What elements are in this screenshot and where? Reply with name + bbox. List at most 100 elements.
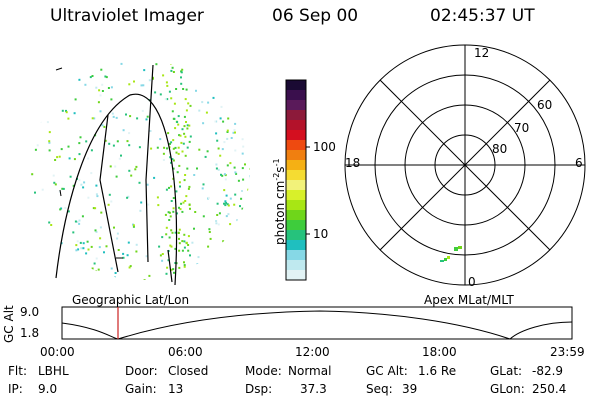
terminator-curve — [55, 93, 178, 286]
image-pixel — [225, 93, 228, 96]
image-pixel — [64, 207, 67, 209]
image-pixel — [220, 105, 223, 108]
image-pixel — [133, 80, 135, 83]
image-pixel — [241, 207, 244, 210]
image-pixel — [38, 232, 40, 235]
image-pixel — [232, 249, 235, 252]
image-pixel — [135, 250, 138, 253]
image-pixel — [233, 129, 236, 131]
gcalt-label: GC Alt: — [366, 364, 408, 378]
image-pixel — [242, 178, 245, 181]
image-pixel — [120, 154, 122, 157]
image-pixel — [208, 228, 211, 231]
image-pixel — [162, 159, 165, 161]
image-pixel — [78, 153, 81, 156]
image-pixel — [142, 84, 145, 87]
image-pixel — [201, 101, 204, 104]
image-pixel — [91, 267, 94, 270]
image-pixel — [75, 249, 78, 252]
image-pixel — [161, 253, 164, 255]
image-pixel — [61, 109, 64, 112]
image-pixel — [150, 147, 153, 150]
image-pixel — [221, 174, 224, 177]
image-pixel — [217, 223, 220, 226]
image-pixel — [99, 226, 102, 229]
image-pixel — [38, 277, 41, 280]
image-pixel — [168, 186, 170, 189]
image-pixel — [204, 155, 207, 158]
image-pixel — [203, 278, 206, 280]
image-pixel — [104, 75, 107, 78]
image-pixel — [241, 271, 244, 274]
image-pixel — [187, 249, 190, 252]
image-pixel — [34, 148, 37, 151]
image-pixel — [223, 173, 226, 176]
image-pixel — [46, 121, 49, 124]
image-pixel — [234, 122, 237, 125]
image-pixel — [170, 141, 173, 144]
image-pixel — [35, 247, 38, 250]
image-pixel — [187, 244, 190, 246]
image-pixel — [195, 89, 197, 92]
image-pixel — [39, 270, 42, 273]
image-pixel — [78, 266, 81, 268]
image-pixel — [35, 115, 37, 118]
image-pixel — [208, 231, 211, 233]
image-pixel — [183, 179, 186, 182]
image-pixel — [38, 252, 41, 255]
image-pixel — [135, 165, 138, 168]
image-pixel — [110, 98, 113, 101]
image-pixel — [216, 202, 219, 205]
image-pixel — [165, 272, 168, 275]
image-pixel — [68, 157, 71, 160]
colorbar-segment — [286, 230, 306, 241]
image-pixel — [67, 145, 70, 148]
image-pixel — [241, 138, 244, 141]
image-pixel — [78, 179, 81, 182]
mode-label: Mode: — [245, 364, 282, 378]
alt-x-tick-4: 23:59 — [550, 345, 585, 359]
image-pixel — [159, 254, 162, 257]
image-pixel — [231, 79, 234, 82]
polar-plot — [344, 44, 586, 286]
image-pixel — [182, 142, 185, 145]
image-pixel — [219, 117, 222, 120]
image-pixel — [170, 200, 173, 202]
image-pixel — [243, 223, 246, 226]
image-pixel — [177, 152, 180, 155]
mlt-label-0: 0 — [468, 275, 476, 289]
image-pixel — [247, 188, 250, 191]
image-pixel — [143, 279, 146, 280]
track-line-left — [99, 114, 119, 273]
colorbar-label: photon cm-2s-1 — [272, 158, 287, 245]
gc-alt-axis-label: GC Alt — [2, 305, 16, 343]
image-pixel — [132, 224, 135, 227]
image-pixel — [240, 197, 243, 200]
image-pixel — [224, 178, 227, 181]
image-pixel — [220, 173, 222, 176]
image-pixel — [172, 268, 175, 271]
alt-x-tick-0: 00:00 — [40, 345, 75, 359]
image-pixel — [32, 203, 35, 206]
image-pixel — [30, 219, 33, 222]
gain-label: Gain: — [125, 382, 157, 396]
image-pixel — [50, 258, 52, 261]
image-pixel — [78, 219, 81, 222]
image-pixel — [176, 212, 178, 215]
image-pixel — [219, 68, 222, 71]
image-pixel — [222, 120, 225, 123]
image-pixel — [174, 146, 177, 149]
image-pixel — [242, 258, 244, 261]
image-pixel — [48, 141, 51, 144]
image-pixel — [183, 132, 186, 135]
image-pixel — [63, 270, 66, 273]
image-pixel — [214, 120, 217, 123]
image-pixel — [171, 158, 174, 161]
colorbar-segment — [286, 180, 306, 191]
image-pixel — [107, 87, 110, 89]
image-pixel — [47, 87, 49, 90]
image-pixel — [177, 123, 180, 126]
image-pixel — [153, 176, 156, 179]
image-pixel — [79, 241, 82, 244]
